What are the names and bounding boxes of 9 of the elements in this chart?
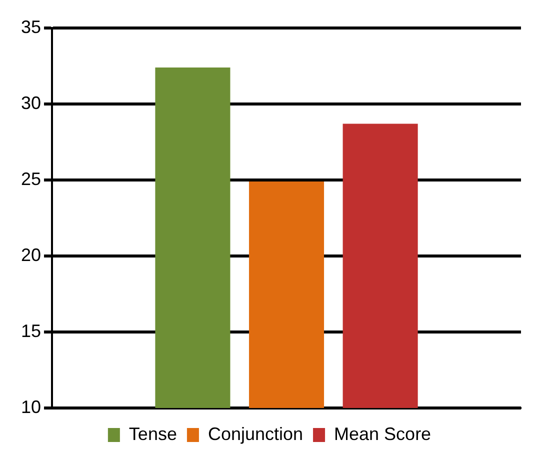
legend-label: Tense [128, 424, 177, 444]
y-tick-label: 10 [20, 396, 42, 417]
y-tick-label: 20 [20, 244, 42, 265]
legend-label: Mean Score [334, 424, 432, 444]
y-tick-label: 35 [20, 16, 42, 37]
legend-label: Conjunction [208, 424, 304, 444]
y-tick-label: 15 [20, 320, 42, 341]
y-tick-label: 25 [20, 168, 42, 189]
y-tick-label: 30 [20, 92, 42, 113]
